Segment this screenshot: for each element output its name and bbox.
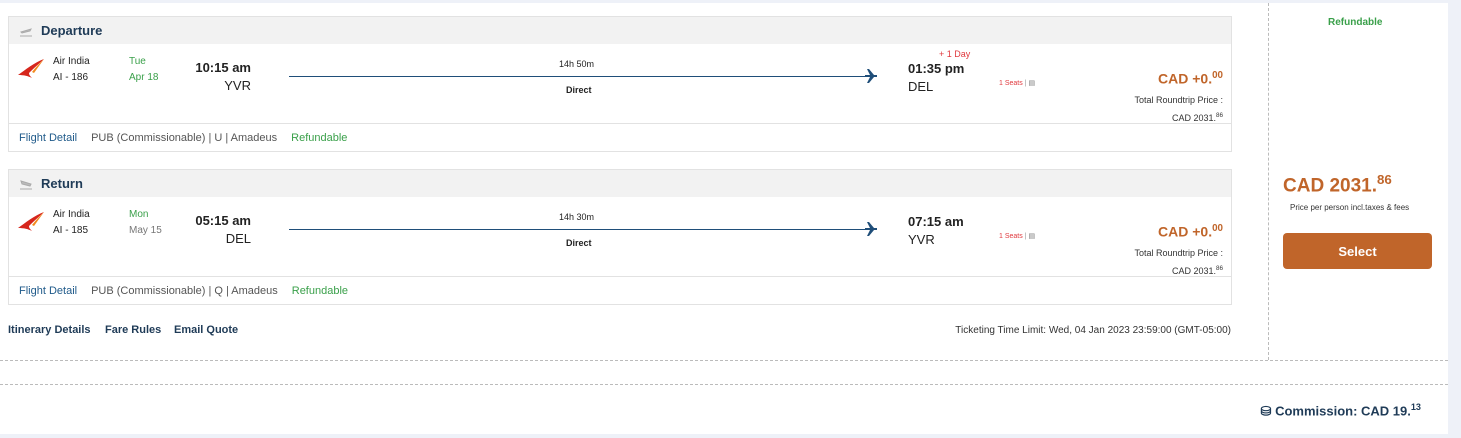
date: Apr 18 bbox=[129, 72, 159, 83]
segment-title: Return bbox=[41, 176, 83, 191]
weekday: Mon bbox=[129, 209, 149, 220]
seats-left: 1 Seats bbox=[999, 233, 1023, 240]
departure-time: 10:15 am bbox=[195, 60, 251, 75]
commission: ⛁ Commission: CAD 19.13 bbox=[1261, 402, 1421, 419]
commission-label: Commission: CAD 19. bbox=[1275, 403, 1411, 419]
baggage-icon: ▤ bbox=[1028, 80, 1036, 87]
total-label: Total Roundtrip Price : bbox=[1134, 95, 1223, 105]
refundable-label: Refundable bbox=[291, 131, 348, 144]
segment-header: Return bbox=[9, 170, 1231, 197]
select-button[interactable]: Select bbox=[1283, 233, 1432, 269]
side-price: CAD 2031. bbox=[1283, 175, 1377, 197]
departure-airport: YVR bbox=[224, 78, 251, 93]
refundable-label: Refundable bbox=[291, 284, 349, 297]
airline-name: Air India bbox=[53, 209, 90, 220]
flight-detail-link[interactable]: Flight Detail bbox=[19, 131, 78, 144]
itinerary-details-link[interactable]: Itinerary Details bbox=[8, 324, 91, 336]
airline-name: Air India bbox=[53, 56, 90, 67]
coins-icon: ⛁ bbox=[1260, 403, 1272, 419]
commission-decimals: 13 bbox=[1410, 402, 1421, 412]
segment-price: CAD +0. bbox=[1158, 223, 1213, 240]
segment-price-decimals: 00 bbox=[1212, 70, 1223, 81]
total-price: CAD 2031. bbox=[1171, 266, 1216, 276]
total-price-decimals: 86 bbox=[1215, 112, 1223, 119]
air-india-logo-icon bbox=[18, 59, 44, 78]
flight-number: AI - 186 bbox=[53, 72, 89, 83]
segment-header: Departure bbox=[9, 17, 1231, 44]
duration: 14h 30m bbox=[559, 212, 595, 222]
seats-left: 1 Seats bbox=[999, 80, 1023, 87]
stops: Direct bbox=[566, 238, 592, 248]
total-label: Total Roundtrip Price : bbox=[1134, 248, 1223, 258]
divider bbox=[0, 384, 1448, 385]
segment-footer: Flight Detail PUB (Commissionable) | Q |… bbox=[9, 277, 1231, 304]
divider bbox=[0, 360, 1448, 361]
ticketing-time-limit: Ticketing Time Limit: Wed, 04 Jan 2023 2… bbox=[955, 325, 1231, 336]
segment-title: Departure bbox=[41, 23, 103, 38]
departure-time: 05:15 am bbox=[195, 213, 251, 228]
fare-info: PUB (Commissionable) | U | Amadeus bbox=[91, 131, 278, 144]
fare-info: PUB (Commissionable) | Q | Amadeus bbox=[91, 284, 278, 297]
return-segment: Return Air India AI - 185 Mon May 15 05:… bbox=[8, 169, 1232, 305]
arrival-airport: DEL bbox=[908, 79, 934, 94]
flight-path-line bbox=[289, 76, 869, 77]
segment-price-decimals: 00 bbox=[1212, 223, 1223, 234]
plane-icon bbox=[865, 222, 877, 236]
duration: 14h 50m bbox=[559, 59, 595, 69]
arrival-time: 07:15 am bbox=[908, 214, 964, 229]
side-refundable: Refundable bbox=[1328, 17, 1383, 28]
fare-rules-link[interactable]: Fare Rules bbox=[105, 324, 162, 336]
flight-path-line bbox=[289, 229, 869, 230]
departure-airport: DEL bbox=[225, 231, 251, 246]
arrival-time: 01:35 pm bbox=[908, 61, 965, 76]
segment-body: Air India AI - 186 Tue Apr 18 10:15 am Y… bbox=[9, 44, 1231, 124]
arrival-airport: YVR bbox=[908, 232, 935, 247]
air-india-logo-icon bbox=[18, 212, 44, 231]
day-offset: + 1 Day bbox=[939, 49, 971, 59]
segment-price: CAD +0. bbox=[1158, 70, 1213, 87]
date: May 15 bbox=[129, 225, 162, 236]
total-price: CAD 2031. bbox=[1171, 113, 1216, 123]
price-note: Price per person incl.taxes & fees bbox=[1290, 203, 1410, 212]
takeoff-icon bbox=[20, 27, 32, 36]
total-price-decimals: 86 bbox=[1215, 265, 1223, 272]
stops: Direct bbox=[566, 85, 592, 95]
plane-icon bbox=[865, 69, 877, 83]
email-quote-link[interactable]: Email Quote bbox=[174, 324, 239, 336]
segment-footer: Flight Detail PUB (Commissionable) | U |… bbox=[9, 124, 1231, 151]
weekday: Tue bbox=[129, 56, 146, 67]
flight-detail-link[interactable]: Flight Detail bbox=[19, 284, 78, 297]
side-price-decimals: 86 bbox=[1377, 172, 1392, 187]
landing-icon bbox=[20, 179, 32, 189]
divider bbox=[1268, 3, 1269, 360]
segment-body: Air India AI - 185 Mon May 15 05:15 am D… bbox=[9, 197, 1231, 277]
baggage-icon: ▤ bbox=[1028, 233, 1036, 240]
flight-number: AI - 185 bbox=[53, 225, 89, 236]
departure-segment: Departure Air India AI - 186 Tue Apr 18 … bbox=[8, 16, 1232, 152]
